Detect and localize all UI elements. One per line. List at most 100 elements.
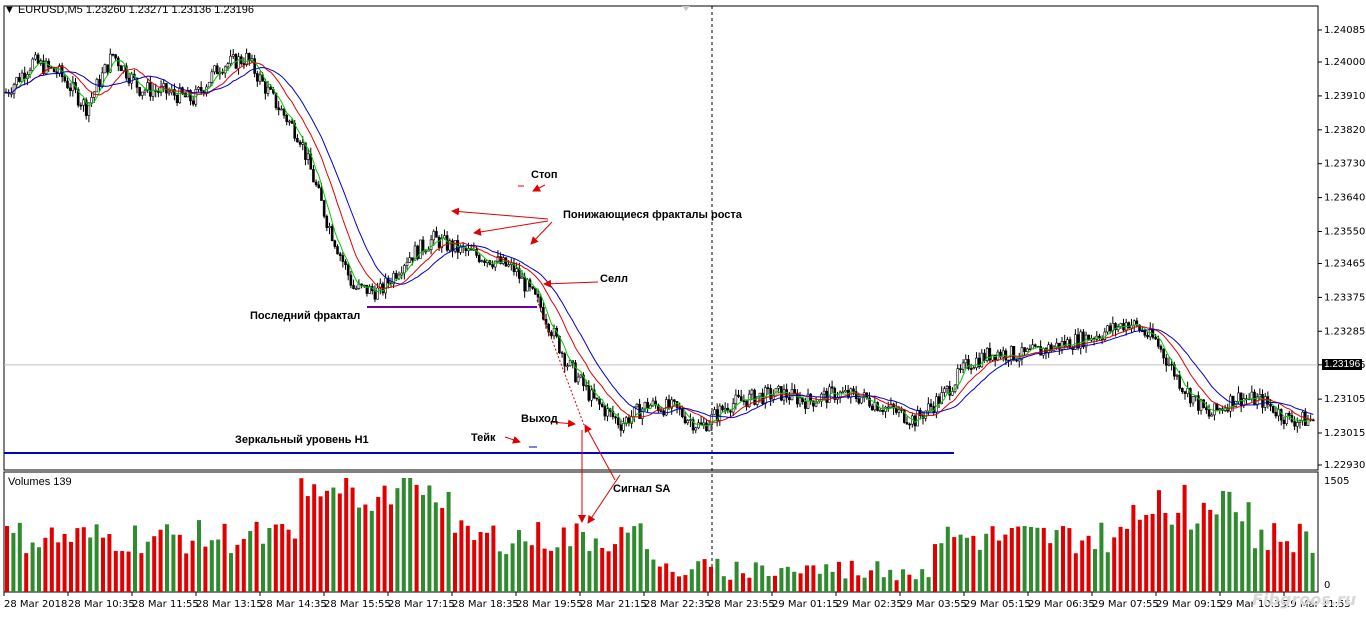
candle-body	[1015, 359, 1018, 362]
candle-body	[1066, 339, 1069, 347]
candle-body	[290, 120, 294, 124]
volume-bar	[427, 485, 432, 592]
candle-body	[175, 95, 179, 104]
candle-body	[1207, 409, 1211, 417]
candle-body	[1143, 330, 1147, 336]
volume-bar	[811, 565, 816, 592]
candle-body	[1082, 331, 1085, 348]
candle-body	[338, 253, 342, 256]
candle-body	[1295, 422, 1299, 427]
annotation-last-fractal: Последний фрактал	[250, 310, 361, 322]
candle-body	[691, 419, 695, 431]
candle-body	[908, 423, 911, 426]
volume-bar	[350, 487, 355, 592]
candle-body	[349, 274, 353, 286]
candle-body	[590, 389, 593, 401]
candle-body	[440, 237, 444, 248]
candle-body	[961, 362, 965, 370]
candle-body	[114, 54, 117, 59]
candle-body	[1140, 330, 1144, 333]
price-axis-label: 1.23285	[1324, 326, 1365, 337]
candle-body	[237, 56, 240, 69]
candle-body	[582, 374, 585, 387]
time-axis-label: 28 Mar 21:15	[580, 599, 647, 610]
candle-body	[504, 257, 508, 267]
candle-body	[579, 374, 583, 378]
candle-body	[927, 403, 930, 412]
volume-bar	[779, 568, 784, 592]
candle-body	[1001, 350, 1005, 358]
volume-bar	[1041, 527, 1046, 592]
candle-body	[1181, 388, 1184, 392]
volume-bar	[5, 525, 9, 592]
volume-bar	[945, 526, 950, 592]
candle-body	[1239, 392, 1243, 406]
candle-body	[98, 79, 101, 88]
time-axis-label: 28 Mar 17:15	[388, 599, 455, 610]
candle-body	[886, 406, 890, 409]
volume-bar	[1297, 523, 1302, 592]
candle-body	[667, 399, 671, 409]
candle-body	[125, 65, 128, 79]
volume-bar	[881, 577, 886, 592]
candle-body	[1033, 344, 1037, 347]
volume-bar	[958, 534, 963, 592]
candles	[4, 48, 1315, 437]
volume-bar	[1208, 509, 1213, 592]
candle-body	[451, 240, 454, 252]
candle-body	[747, 393, 751, 407]
volume-bar	[1182, 484, 1187, 592]
candle-body	[346, 264, 350, 276]
volume-bar	[1233, 512, 1238, 592]
volume-bar	[1272, 523, 1277, 592]
chart-header: ▼ EURUSD,M5 1.23260 1.23271 1.23136 1.23…	[4, 4, 254, 16]
candle-body	[373, 290, 377, 300]
candle-body	[1279, 409, 1283, 421]
volume-bar	[933, 544, 937, 592]
volume-bar	[1086, 535, 1091, 592]
candle-body	[766, 387, 770, 389]
volume-bar	[1080, 540, 1085, 592]
candle-body	[681, 408, 684, 417]
candle-body	[1205, 407, 1208, 411]
annotation-arrow	[587, 474, 621, 524]
volume-bar	[785, 566, 790, 592]
volume-bar	[913, 579, 918, 592]
candle-body	[1164, 357, 1168, 366]
candle-body	[1229, 395, 1232, 412]
time-axis-label: 28 Mar 19:55	[516, 599, 583, 610]
dropdown-triangle-icon[interactable]: ▼	[4, 4, 15, 16]
volume-bar	[81, 527, 86, 592]
volume-bar	[433, 502, 438, 592]
candle-body	[929, 403, 933, 407]
volume-bar	[357, 507, 361, 592]
volume-bar	[17, 522, 22, 592]
volume-bar	[677, 576, 681, 592]
candle-body	[314, 181, 318, 186]
candle-body	[967, 359, 970, 369]
price-axis-label: 1.23910	[1324, 91, 1365, 102]
candle-body	[421, 239, 425, 252]
volume-bar	[197, 520, 201, 592]
volume-bar	[984, 533, 989, 592]
volume-bar	[69, 541, 73, 592]
candle-body	[215, 65, 219, 75]
volume-bar	[715, 558, 720, 592]
volume-bar	[94, 524, 99, 592]
ohlc-values: 1.23260 1.23271 1.23136 1.23196	[85, 4, 255, 16]
candle-body	[710, 413, 714, 425]
volume-bar	[721, 576, 726, 592]
volume-bar	[523, 541, 528, 592]
candle-body	[146, 82, 149, 91]
candle-body	[34, 54, 37, 60]
candle-body	[103, 64, 107, 74]
candle-body	[854, 391, 858, 400]
candle-body	[256, 73, 259, 82]
volume-bar	[709, 566, 713, 592]
candle-body	[424, 250, 428, 253]
candle-body	[1215, 403, 1219, 411]
annotation-fractals: Понижающиеся фракталы роста	[563, 209, 742, 221]
volume-bar	[773, 575, 777, 592]
volume-bar	[1003, 534, 1008, 592]
